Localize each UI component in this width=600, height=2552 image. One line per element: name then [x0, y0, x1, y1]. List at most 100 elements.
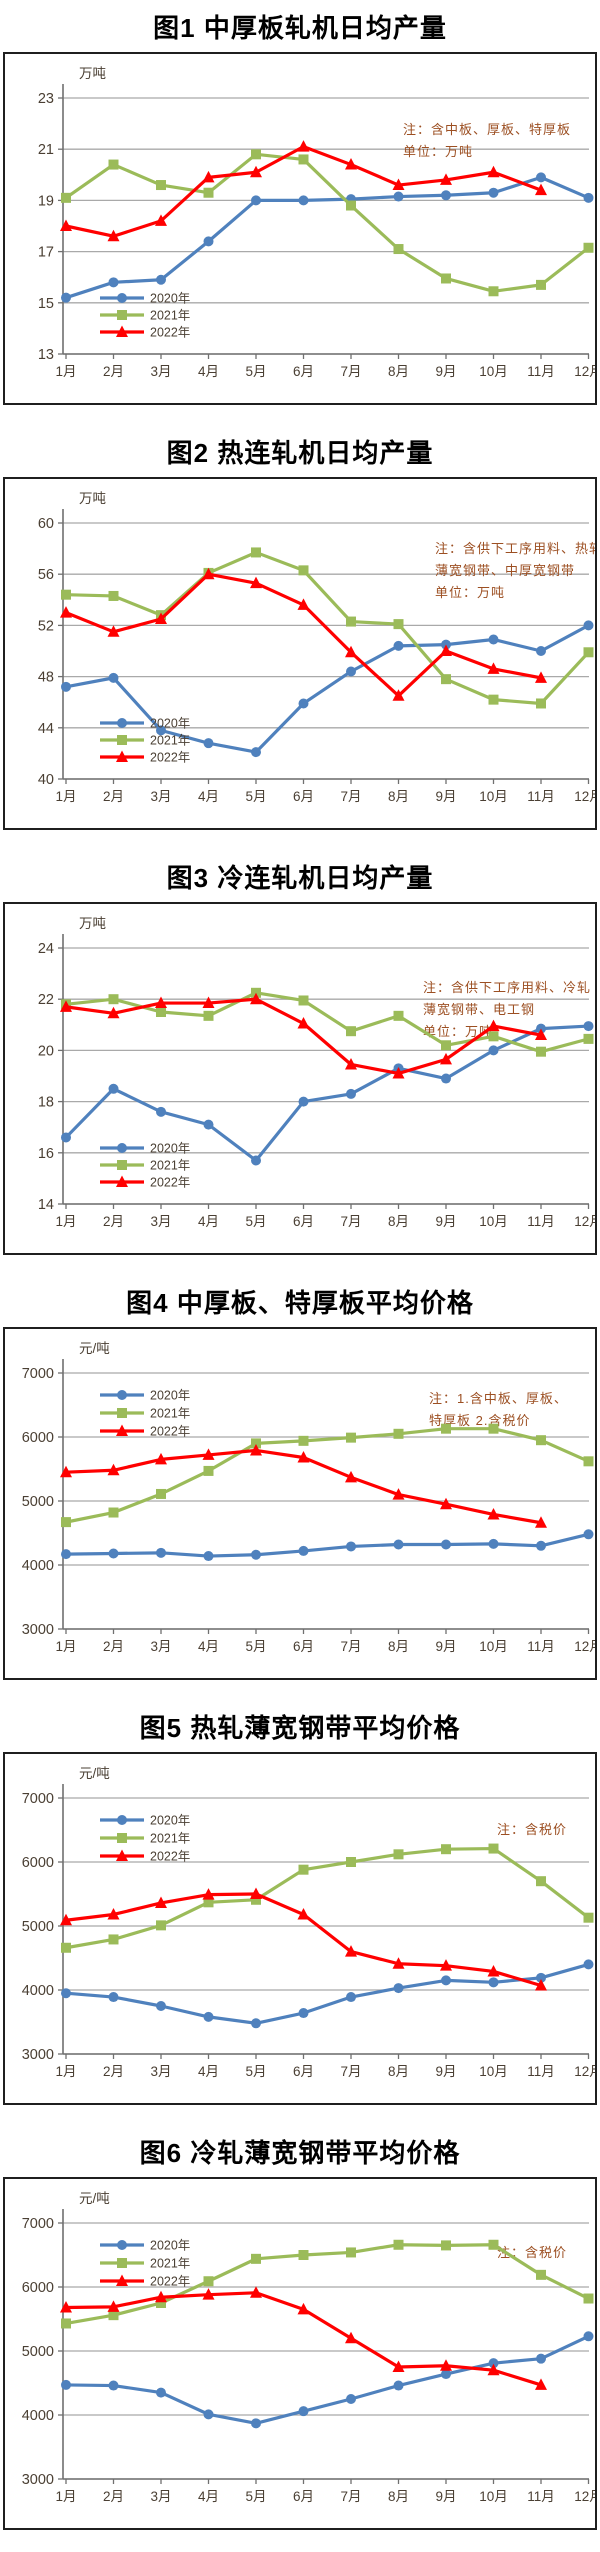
data-point-2022 [345, 2331, 357, 2344]
data-point-2022 [487, 2363, 500, 2376]
data-point-2020 [61, 292, 71, 303]
figure-title-2: 图2 热连轧机日均产量 [166, 438, 434, 468]
y-tick-label: 4000 [22, 2408, 54, 2424]
x-tick-label: 3月 [150, 2489, 171, 2504]
x-tick-label: 11月 [527, 1214, 555, 1229]
data-point-2021 [393, 2239, 404, 2250]
data-point-2021 [488, 694, 499, 705]
data-point-2021 [61, 192, 71, 203]
data-point-2020 [393, 640, 404, 651]
x-tick-label: 8月 [388, 2064, 409, 2079]
data-point-2020 [393, 191, 404, 202]
data-point-2022 [155, 214, 167, 226]
y-tick-label: 22 [38, 992, 54, 1008]
y-tick-label: 7000 [22, 1366, 54, 1382]
x-tick-label: 12月 [574, 364, 597, 379]
chart-canvas-5: 3000 4000 5000 6000 7000 元/吨 1月 2月 3月 4月 5月 6月 7月 8月 9… [3, 1752, 597, 2105]
series-line-2021 [65, 152, 590, 293]
x-tick-label: 12月 [574, 2064, 597, 2079]
data-point-2020 [393, 2380, 404, 2391]
data-point-2020 [441, 1073, 451, 1084]
y-tick-label: 6000 [22, 1855, 54, 1871]
data-point-2020 [251, 1549, 261, 1560]
data-point-2021 [298, 1864, 309, 1875]
legend-marker [117, 1143, 127, 1153]
data-point-2020 [488, 2358, 499, 2369]
data-point-2020 [203, 738, 214, 749]
data-point-2022 [107, 2300, 120, 2312]
series-line-2021 [65, 1846, 590, 1950]
data-point-2021 [536, 1435, 546, 1446]
data-point-2021 [156, 2298, 166, 2308]
data-point-2022 [202, 170, 215, 183]
x-tick-label: 9月 [435, 364, 456, 379]
data-point-2020 [346, 2394, 356, 2404]
x-tick-label: 2月 [103, 1214, 124, 1229]
data-point-2021 [108, 2310, 119, 2321]
x-tick-label: 5月 [245, 1639, 266, 1654]
data-point-2021 [156, 1920, 166, 1931]
data-point-2021 [441, 1844, 451, 1855]
x-tick-label: 9月 [435, 789, 456, 804]
chart-note: 注：含供下工序用料、冷轧 [423, 980, 591, 995]
data-point-2021 [108, 1507, 119, 1518]
data-point-2021 [298, 1435, 309, 1446]
chart-note: 单位：万吨 [403, 144, 473, 159]
data-point-2020 [536, 1540, 546, 1551]
data-point-2021 [583, 1033, 594, 1044]
x-tick-label: 4月 [198, 364, 219, 379]
figure-title-6: 图6 冷轧薄宽钢带平均价格 [139, 2138, 461, 2168]
data-point-2021 [251, 1438, 261, 1449]
data-point-2020 [108, 1083, 119, 1094]
x-tick-label: 6月 [293, 2064, 314, 2079]
y-tick-label: 5000 [22, 2344, 54, 2360]
y-tick-label: 56 [38, 567, 54, 583]
data-point-2022 [202, 1448, 215, 1460]
data-point-2022 [535, 1028, 547, 1041]
data-point-2022 [297, 1450, 310, 1463]
data-point-2021 [536, 1876, 546, 1887]
y-tick-label: 6000 [22, 1430, 54, 1446]
data-point-2021 [346, 2247, 356, 2258]
legend-label: 2020年 [150, 2239, 190, 2253]
x-tick-label: 10月 [479, 1214, 508, 1229]
legend-label: 2020年 [150, 292, 190, 306]
data-point-2021 [203, 1010, 214, 1021]
series-line-2021 [65, 2243, 590, 2326]
data-point-2022 [202, 1888, 215, 1900]
data-point-2022 [60, 2300, 72, 2313]
data-point-2020 [583, 620, 594, 631]
data-point-2022 [487, 1507, 500, 1520]
figure-block-3: 图3 冷连轧机日均产量 14 16 18 20 22 24 万吨 1月 2月 3月 4月 5月 6月 7月… [0, 850, 600, 1275]
x-tick-label: 5月 [245, 364, 266, 379]
data-point-2020 [536, 2353, 546, 2364]
data-point-2020 [61, 1988, 71, 1999]
data-point-2022 [345, 1470, 357, 1483]
y-tick-label: 21 [38, 142, 54, 158]
data-point-2020 [61, 681, 71, 692]
x-tick-label: 11月 [527, 364, 555, 379]
legend-label: 2021年 [150, 1407, 190, 1421]
data-point-2021 [393, 1010, 404, 1021]
x-tick-label: 6月 [293, 364, 314, 379]
x-tick-label: 12月 [574, 2489, 597, 2504]
data-point-2022 [392, 2360, 405, 2372]
x-tick-label: 10月 [479, 2489, 508, 2504]
x-tick-label: 10月 [479, 2064, 508, 2079]
chart-note: 注：1.含中板、厚板、 [429, 1391, 568, 1406]
data-point-2022 [297, 1017, 310, 1029]
series-line-2021 [65, 1427, 590, 1524]
data-point-2021 [203, 1897, 214, 1908]
data-point-2021 [488, 2239, 499, 2250]
legend-label: 2022年 [150, 326, 190, 340]
data-point-2021 [536, 1046, 546, 1057]
x-tick-label: 4月 [198, 1214, 219, 1229]
y-tick-label: 60 [38, 516, 54, 532]
x-tick-label: 4月 [198, 789, 219, 804]
legend-label: 2021年 [150, 1832, 190, 1846]
data-point-2022 [250, 1443, 262, 1456]
data-point-2021 [203, 1465, 214, 1476]
x-tick-label: 3月 [150, 789, 171, 804]
data-point-2020 [346, 1541, 356, 1552]
y-tick-label: 5000 [22, 1919, 54, 1935]
